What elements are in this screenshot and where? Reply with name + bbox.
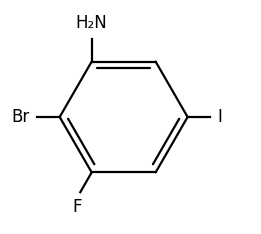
- Text: H₂N: H₂N: [76, 14, 108, 32]
- Text: Br: Br: [12, 108, 30, 126]
- Text: I: I: [217, 108, 222, 126]
- Text: F: F: [72, 198, 82, 216]
